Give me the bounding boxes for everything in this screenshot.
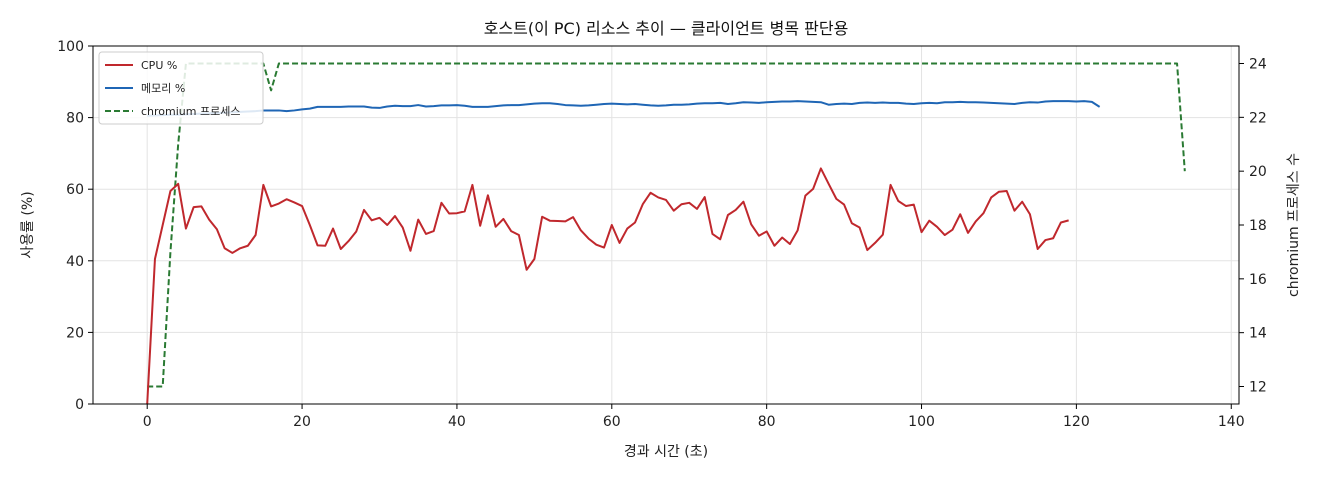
- y-tick-label: 0: [75, 397, 84, 413]
- chart-title: 호스트(이 PC) 리소스 추이 — 클라이언트 병목 판단용: [484, 19, 849, 38]
- series-line-2: [147, 62, 1186, 388]
- legend-label: 메모리 %: [141, 82, 185, 95]
- x-tick-label: 100: [908, 414, 935, 430]
- x-tick-label: 120: [1063, 414, 1090, 430]
- y2-tick-label: 12: [1249, 380, 1267, 396]
- y-axis-title: 사용률 (%): [20, 191, 36, 258]
- x-axis-title: 경과 시간 (초): [624, 444, 708, 460]
- y2-tick-label: 14: [1249, 326, 1267, 342]
- plot-frame: [92, 45, 1240, 405]
- legend-box: [98, 51, 264, 125]
- y2-tick-label: 18: [1249, 218, 1267, 234]
- grid-lines: [93, 45, 1239, 405]
- y-tick-label: 60: [66, 182, 84, 198]
- legend: CPU % 메모리 % chromium 프로세스: [98, 51, 264, 125]
- series-layer: [146, 62, 1186, 405]
- y2-tick-label: 16: [1249, 272, 1267, 288]
- y2-tick-label: 24: [1249, 56, 1267, 72]
- series-line-0: [146, 167, 1069, 405]
- x-axis: 0 20 40 60 80 100 120 140: [143, 404, 1245, 430]
- y-tick-label: 80: [66, 111, 84, 127]
- y-axis-right: 12 14 16 18 20 22 24: [1239, 56, 1267, 396]
- x-tick-label: 20: [293, 414, 311, 430]
- y2-tick-label: 20: [1249, 164, 1267, 180]
- x-tick-label: 140: [1218, 414, 1245, 430]
- series-line-1: [147, 100, 1101, 117]
- y2-tick-label: 22: [1249, 110, 1267, 126]
- legend-label: chromium 프로세스: [141, 105, 240, 118]
- x-tick-label: 80: [758, 414, 776, 430]
- y-axis-left: 0 20 40 60 80 100: [57, 39, 93, 413]
- legend-label: CPU %: [141, 59, 177, 72]
- y-tick-label: 40: [66, 254, 84, 270]
- y2-axis-title: chromium 프로세스 수: [1286, 153, 1302, 297]
- x-tick-label: 40: [448, 414, 466, 430]
- x-tick-label: 0: [143, 414, 152, 430]
- y-tick-label: 20: [66, 325, 84, 341]
- y-tick-label: 100: [57, 39, 84, 55]
- x-tick-label: 60: [603, 414, 621, 430]
